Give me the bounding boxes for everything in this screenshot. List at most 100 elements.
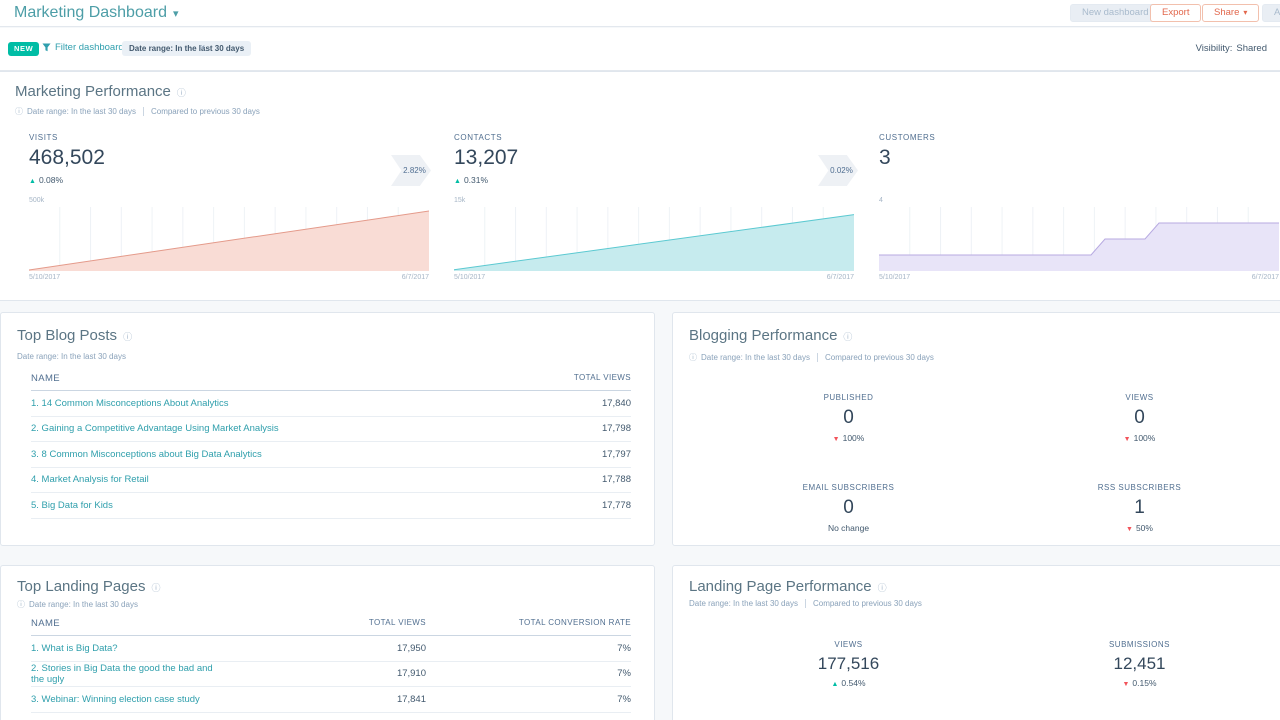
blog-post-link[interactable]: 3. 8 Common Misconceptions about Big Dat…	[31, 448, 262, 460]
stat-delta: ▲ 0.54%	[831, 678, 866, 688]
dashboard-title-dropdown[interactable]: Marketing Dashboard ▾	[14, 4, 179, 22]
visits-metric: VISITS 468,502 ▲ 0.08%	[29, 133, 105, 185]
share-button[interactable]: Share ▾	[1202, 4, 1260, 22]
visits-chart: 500k 5/10/2017 6/7/2017	[29, 197, 429, 281]
stat-value: 177,516	[817, 654, 880, 673]
stat-delta: ▼ 100%	[832, 433, 865, 443]
table-row: 2. Stories in Big Data the good the bad …	[31, 662, 631, 687]
visibility-value: Shared	[1236, 43, 1267, 54]
close-icon[interactable]: ×	[200, 42, 206, 52]
y-axis-label: 500k	[29, 197, 45, 204]
column-header-views[interactable]: TOTAL VIEWS	[573, 373, 631, 382]
export-button[interactable]: Export	[1150, 4, 1202, 22]
top-blog-posts-card: Top Blog Posts ⓘ Date range: In the last …	[0, 312, 655, 546]
section-title: Landing Page Performance ⓘ	[689, 578, 887, 595]
info-icon[interactable]: ⓘ	[877, 583, 887, 593]
published-stat: PUBLISHED 0 ▼ 100%	[703, 393, 994, 443]
chevron-down-icon: ▾	[1243, 8, 1248, 17]
top-bar: Marketing Dashboard ▾ New dashboard Expor…	[0, 0, 1280, 27]
filter-dashboard-link[interactable]: Filter dashboard	[42, 42, 124, 53]
date-range-subtitle: ⓘ Date range: In the last 30 days	[17, 600, 138, 609]
info-icon: ⓘ	[689, 353, 697, 362]
stat-label: PUBLISHED	[823, 393, 874, 402]
submissions-stat: SUBMISSIONS 12,451 ▼ 0.15%	[994, 640, 1280, 688]
landing-page-link[interactable]: 3. Webinar: Winning election case study	[31, 693, 200, 705]
new-badge: NEW	[8, 42, 40, 56]
landing-page-link[interactable]: 2. Stories in Big Data the good the bad …	[31, 662, 213, 685]
table-row: 3. 8 Common Misconceptions about Big Dat…	[31, 442, 631, 468]
blog-post-link[interactable]: 4. Market Analysis for Retail	[31, 474, 149, 486]
metric-label: CONTACTS	[454, 133, 503, 142]
landing-page-performance-card: Landing Page Performance ⓘ Date range: In…	[672, 565, 1280, 720]
up-arrow-icon: ▲	[831, 681, 839, 688]
landing-stats-grid: VIEWS 177,516 ▲ 0.54% SUBMISSIONS 12,451 …	[703, 640, 1280, 688]
new-dashboard-button[interactable]: New dashboard	[1070, 4, 1161, 22]
add-button[interactable]: Ad	[1262, 4, 1280, 22]
blogging-performance-card: Blogging Performance ⓘ ⓘ Date range: In t…	[672, 312, 1280, 546]
stat-label: SUBMISSIONS	[1108, 640, 1171, 649]
landing-page-link[interactable]: 1. What is Big Data?	[31, 642, 118, 654]
date-range-subtitle: ⓘ Date range: In the last 30 days Compar…	[689, 353, 934, 362]
table-row: 4. Market Analysis for Retail 17,788	[31, 468, 631, 493]
column-header-conversion[interactable]: TOTAL CONVERSION RATE	[518, 618, 631, 627]
date-range-chip[interactable]: Date range: In the last 30 days	[122, 41, 252, 56]
share-label: Share	[1214, 7, 1240, 18]
info-icon: ⓘ	[17, 600, 25, 609]
x-axis-end-label: 6/7/2017	[826, 274, 854, 281]
blog-post-link[interactable]: 1. 14 Common Misconceptions About Analyt…	[31, 397, 229, 409]
column-header-views[interactable]: TOTAL VIEWS	[368, 618, 426, 627]
info-icon[interactable]: ⓘ	[843, 332, 853, 342]
up-arrow-icon: ▲	[29, 178, 36, 185]
email-subscribers-stat: EMAIL SUBSCRIBERS 0 No change	[703, 483, 994, 533]
metric-value: 3	[879, 146, 891, 169]
info-icon[interactable]: ⓘ	[123, 332, 133, 342]
date-range-subtitle: Date range: In the last 30 days Compared…	[689, 599, 922, 608]
table-row: 3. Webinar: Winning election case study …	[31, 687, 631, 713]
x-axis-end-label: 6/7/2017	[1251, 274, 1279, 281]
top-landing-pages-card: Top Landing Pages ⓘ ⓘ Date range: In the …	[0, 565, 655, 720]
visibility-status: Visibility: Shared	[1196, 43, 1267, 54]
metric-delta: ▲ 0.08%	[29, 175, 64, 185]
table-row: 1. 14 Common Misconceptions About Analyt…	[31, 391, 631, 417]
x-axis-start-label: 5/10/2017	[29, 274, 61, 281]
info-icon[interactable]: ⓘ	[176, 88, 186, 98]
y-axis-label: 15k	[454, 197, 466, 204]
date-range-subtitle: ⓘ Date range: In the last 30 days Compar…	[15, 107, 260, 116]
y-axis-label: 4	[879, 197, 883, 204]
info-icon: ⓘ	[15, 107, 23, 116]
conversion-value: 7%	[617, 642, 631, 654]
column-header-name[interactable]: NAME	[31, 373, 61, 384]
views-value: 17,840	[601, 397, 631, 409]
column-header-name[interactable]: NAME	[31, 618, 61, 629]
stat-value: 1	[1134, 497, 1145, 518]
table-row: 1. What is Big Data? 17,950 7%	[31, 636, 631, 662]
stat-value: 12,451	[1113, 654, 1166, 673]
x-axis-end-label: 6/7/2017	[401, 274, 429, 281]
x-axis-start-label: 5/10/2017	[454, 274, 486, 281]
stat-value: 0	[843, 497, 854, 518]
stat-label: EMAIL SUBSCRIBERS	[802, 483, 895, 492]
section-title: Marketing Performance ⓘ	[15, 83, 186, 100]
filter-dashboard-label: Filter dashboard	[55, 42, 124, 53]
conversion-value: 7%	[617, 668, 631, 680]
blog-post-link[interactable]: 5. Big Data for Kids	[31, 499, 113, 511]
down-arrow-icon: ▼	[1126, 526, 1133, 533]
marketing-performance-card: Marketing Performance ⓘ ⓘ Date range: In …	[0, 71, 1280, 301]
section-title: Blogging Performance ⓘ	[689, 327, 853, 344]
metric-value: 468,502	[29, 146, 105, 169]
views-value: 17,788	[601, 474, 631, 486]
table-row: 2. Gaining a Competitive Advantage Using…	[31, 417, 631, 442]
down-arrow-icon: ▼	[1123, 436, 1131, 443]
blog-post-link[interactable]: 2. Gaining a Competitive Advantage Using…	[31, 423, 279, 435]
chevron-down-icon: ▾	[172, 8, 179, 20]
table-header: NAME TOTAL VIEWS TOTAL CONVERSION RATE	[31, 618, 631, 636]
stat-delta: ▼ 50%	[1126, 523, 1153, 533]
blog-posts-table: NAME TOTAL VIEWS 1. 14 Common Misconcept…	[31, 373, 631, 519]
funnel-icon	[42, 43, 51, 52]
metric-label: CUSTOMERS	[879, 133, 936, 142]
views-stat: VIEWS 0 ▼ 100%	[994, 393, 1280, 443]
info-icon[interactable]: ⓘ	[151, 583, 161, 593]
views-value: 17,778	[601, 499, 631, 511]
down-arrow-icon: ▼	[832, 436, 840, 443]
customers-metric: CUSTOMERS 3	[879, 133, 935, 170]
